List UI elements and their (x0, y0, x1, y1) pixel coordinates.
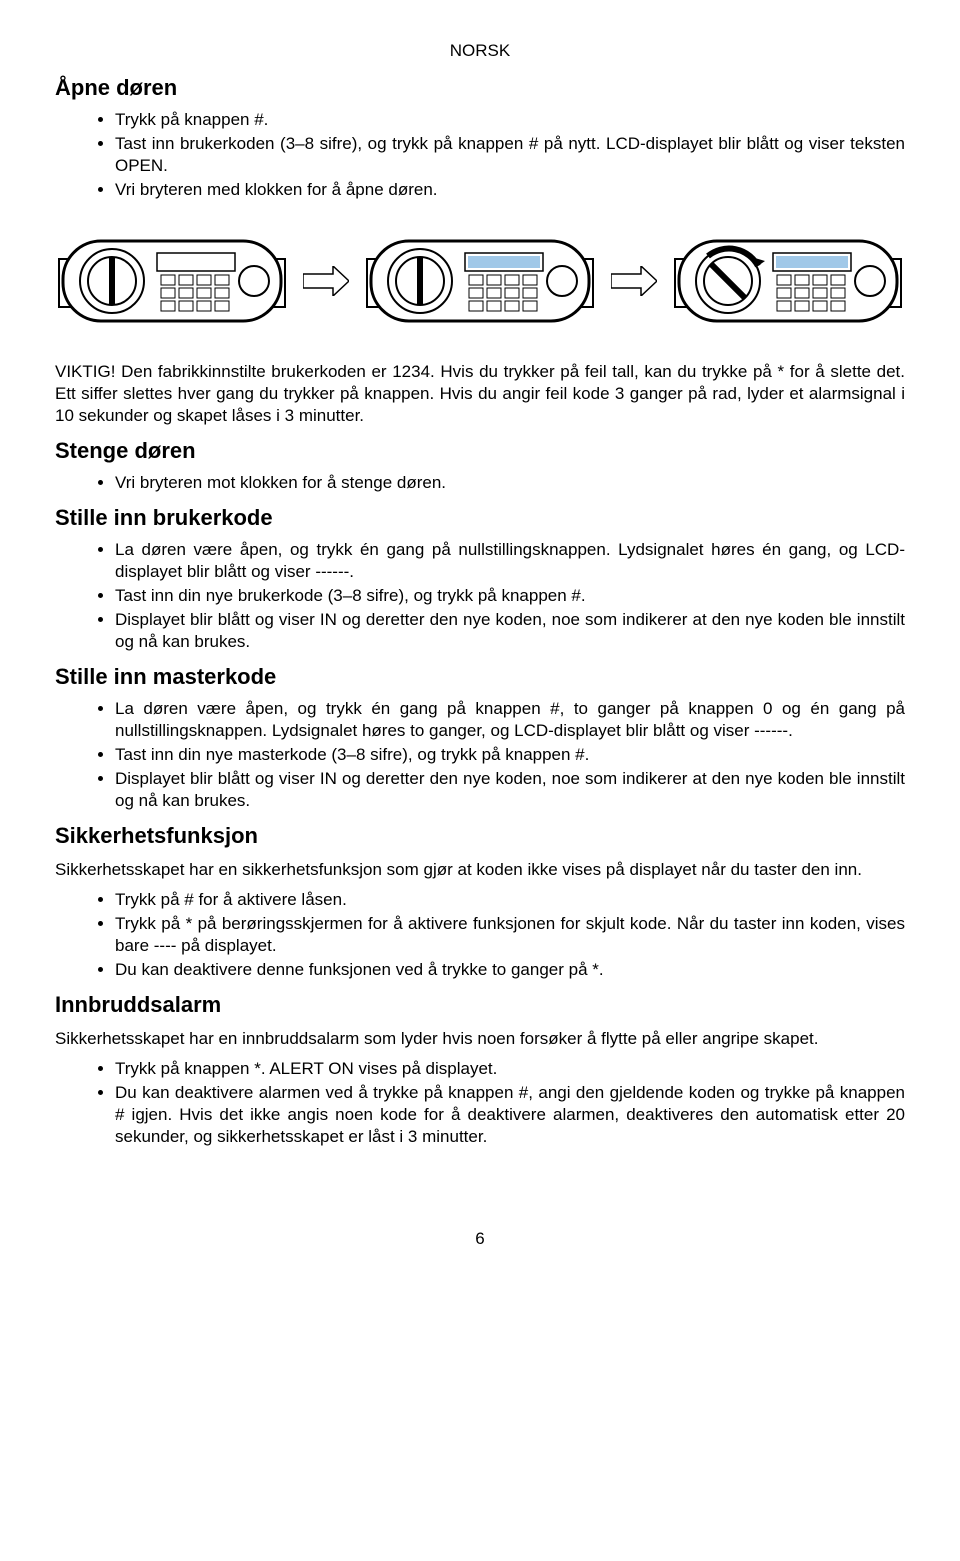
list-item: La døren være åpen, og trykk én gang på … (115, 539, 905, 583)
list-item: Trykk på knappen *. ALERT ON vises på di… (115, 1058, 905, 1080)
section-title-bruker: Stille inn brukerkode (55, 504, 905, 533)
list-item: Displayet blir blått og viser IN og dere… (115, 609, 905, 653)
list-innbrudd: Trykk på knappen *. ALERT ON vises på di… (55, 1058, 905, 1148)
list-item: Vri bryteren mot klokken for å stenge dø… (115, 472, 905, 494)
list-item: Tast inn din nye brukerkode (3–8 sifre),… (115, 585, 905, 607)
innbrudd-intro: Sikkerhetsskapet har en innbruddsalarm s… (55, 1028, 905, 1050)
section-title-apne: Åpne døren (55, 74, 905, 103)
section-title-innbrudd: Innbruddsalarm (55, 991, 905, 1020)
list-apne: Trykk på knappen #. Tast inn brukerkoden… (55, 109, 905, 201)
page-number: 6 (55, 1228, 905, 1250)
section-title-sikkerhet: Sikkerhetsfunksjon (55, 822, 905, 851)
list-item: Trykk på # for å aktivere låsen. (115, 889, 905, 911)
list-stenge: Vri bryteren mot klokken for å stenge dø… (55, 472, 905, 494)
safe-panel-step1-icon (57, 231, 287, 331)
list-item: Tast inn brukerkoden (3–8 sifre), og try… (115, 133, 905, 177)
section-title-stenge: Stenge døren (55, 437, 905, 466)
list-item: Trykk på knappen #. (115, 109, 905, 131)
arrow-right-icon (611, 266, 657, 296)
list-item: Tast inn din nye masterkode (3–8 sifre),… (115, 744, 905, 766)
list-item: Vri bryteren med klokken for å åpne døre… (115, 179, 905, 201)
section-title-master: Stille inn masterkode (55, 663, 905, 692)
instruction-diagram (55, 231, 905, 331)
safe-panel-step3-icon (673, 231, 903, 331)
list-bruker: La døren være åpen, og trykk én gang på … (55, 539, 905, 653)
list-item: Trykk på * på berøringsskjermen for å ak… (115, 913, 905, 957)
language-label: NORSK (55, 40, 905, 62)
list-item: Du kan deaktivere alarmen ved å trykke p… (115, 1082, 905, 1148)
list-master: La døren være åpen, og trykk én gang på … (55, 698, 905, 812)
sikkerhet-intro: Sikkerhetsskapet har en sikkerhetsfunksj… (55, 859, 905, 881)
viktig-paragraph: VIKTIG! Den fabrikkinnstilte brukerkoden… (55, 361, 905, 427)
list-item: La døren være åpen, og trykk én gang på … (115, 698, 905, 742)
arrow-right-icon (303, 266, 349, 296)
list-sikkerhet: Trykk på # for å aktivere låsen. Trykk p… (55, 889, 905, 981)
list-item: Displayet blir blått og viser IN og dere… (115, 768, 905, 812)
list-item: Du kan deaktivere denne funksjonen ved å… (115, 959, 905, 981)
safe-panel-step2-icon (365, 231, 595, 331)
